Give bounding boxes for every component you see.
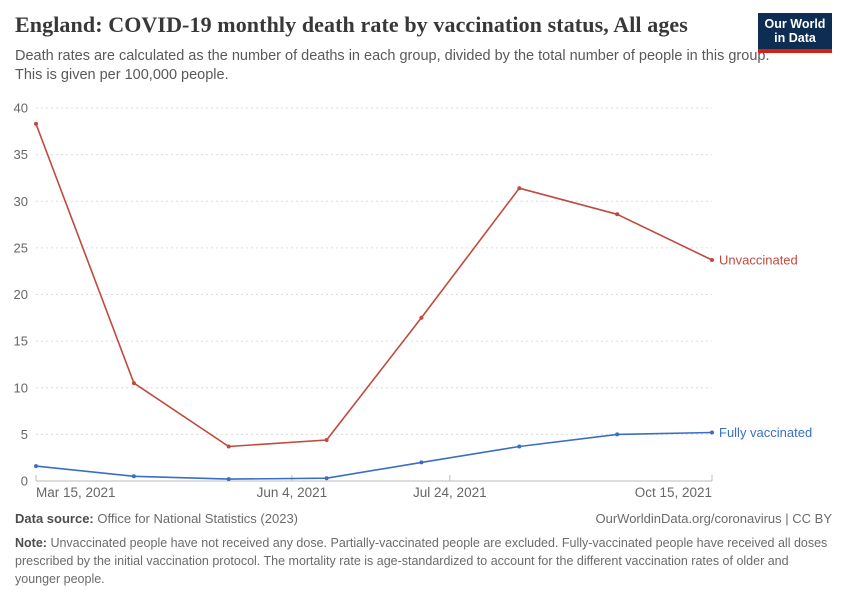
series-line-unvaccinated[interactable] xyxy=(35,123,713,448)
data-source-value: Office for National Statistics (2023) xyxy=(97,511,298,526)
series-point-fully-vaccinated-3[interactable] xyxy=(324,476,329,481)
owid-logo-line1: Our World xyxy=(764,17,826,31)
note-text: Unvaccinated people have not received an… xyxy=(15,536,828,587)
y-tick-label-10: 10 xyxy=(14,380,28,395)
page-title: England: COVID-19 monthly death rate by … xyxy=(15,12,688,37)
x-tick-label-2: Jul 24, 2021 xyxy=(413,485,487,500)
data-source: Data source: Office for National Statist… xyxy=(15,511,298,526)
y-tick-label-30: 30 xyxy=(14,194,28,209)
series-point-fully-vaccinated-5[interactable] xyxy=(517,444,522,449)
y-tick-label-20: 20 xyxy=(14,287,28,302)
series-point-fully-vaccinated-4[interactable] xyxy=(419,460,424,465)
chart-footer: Data source: Office for National Statist… xyxy=(15,511,832,588)
series-point-unvaccinated-1[interactable] xyxy=(131,381,136,386)
y-tick-label-0: 0 xyxy=(21,474,28,489)
y-tick-label-40: 40 xyxy=(14,101,28,116)
series-point-fully-vaccinated-0[interactable] xyxy=(34,464,38,469)
data-source-label: Data source: xyxy=(15,511,94,526)
series-point-fully-vaccinated-6[interactable] xyxy=(615,432,620,437)
y-tick-label-35: 35 xyxy=(14,147,28,162)
series-point-unvaccinated-0[interactable] xyxy=(34,121,38,126)
series-label-fully-vaccinated[interactable]: Fully vaccinated xyxy=(719,425,812,440)
series-point-fully-vaccinated-1[interactable] xyxy=(131,474,136,479)
series-point-fully-vaccinated-7[interactable] xyxy=(710,430,714,435)
series-label-unvaccinated[interactable]: Unvaccinated xyxy=(719,252,798,267)
x-tick-label-0: Mar 15, 2021 xyxy=(36,485,116,500)
series-point-unvaccinated-2[interactable] xyxy=(226,444,231,449)
series-point-unvaccinated-6[interactable] xyxy=(615,212,620,217)
y-tick-label-15: 15 xyxy=(14,334,28,349)
owid-logo-line2: in Data xyxy=(774,31,816,46)
series-point-unvaccinated-3[interactable] xyxy=(324,438,329,442)
chart-subtitle: Death rates are calculated as the number… xyxy=(15,48,770,84)
series-point-fully-vaccinated-2[interactable] xyxy=(226,477,231,482)
series-point-unvaccinated-7[interactable] xyxy=(710,258,714,262)
series-point-unvaccinated-4[interactable] xyxy=(419,315,424,320)
x-tick-label-1: Jun 4, 2021 xyxy=(257,485,328,500)
line-chart[interactable]: 0 5 10 15 20 25 30 35 40 Mar 15, 2021 Jun 4, 2021 J… xyxy=(0,100,850,510)
series-line-fully-vaccinated[interactable] xyxy=(35,431,713,480)
chart-note: Note: Unvaccinated people have not recei… xyxy=(15,534,832,588)
y-tick-label-5: 5 xyxy=(21,427,28,442)
note-label: Note: xyxy=(15,536,47,550)
chart-area[interactable]: 0 5 10 15 20 25 30 35 40 Mar 15, 2021 Jun 4, 2021 J… xyxy=(0,100,850,510)
chart-header: England: COVID-19 monthly death rate by … xyxy=(15,12,835,85)
owid-logo[interactable]: Our World in Data xyxy=(758,13,832,53)
series-point-unvaccinated-5[interactable] xyxy=(517,186,522,191)
source-row: Data source: Office for National Statist… xyxy=(15,511,832,526)
x-tick-label-3: Oct 15, 2021 xyxy=(635,485,712,500)
y-tick-label-25: 25 xyxy=(14,240,28,255)
attribution-link[interactable]: OurWorldinData.org/coronavirus | CC BY xyxy=(595,511,832,526)
